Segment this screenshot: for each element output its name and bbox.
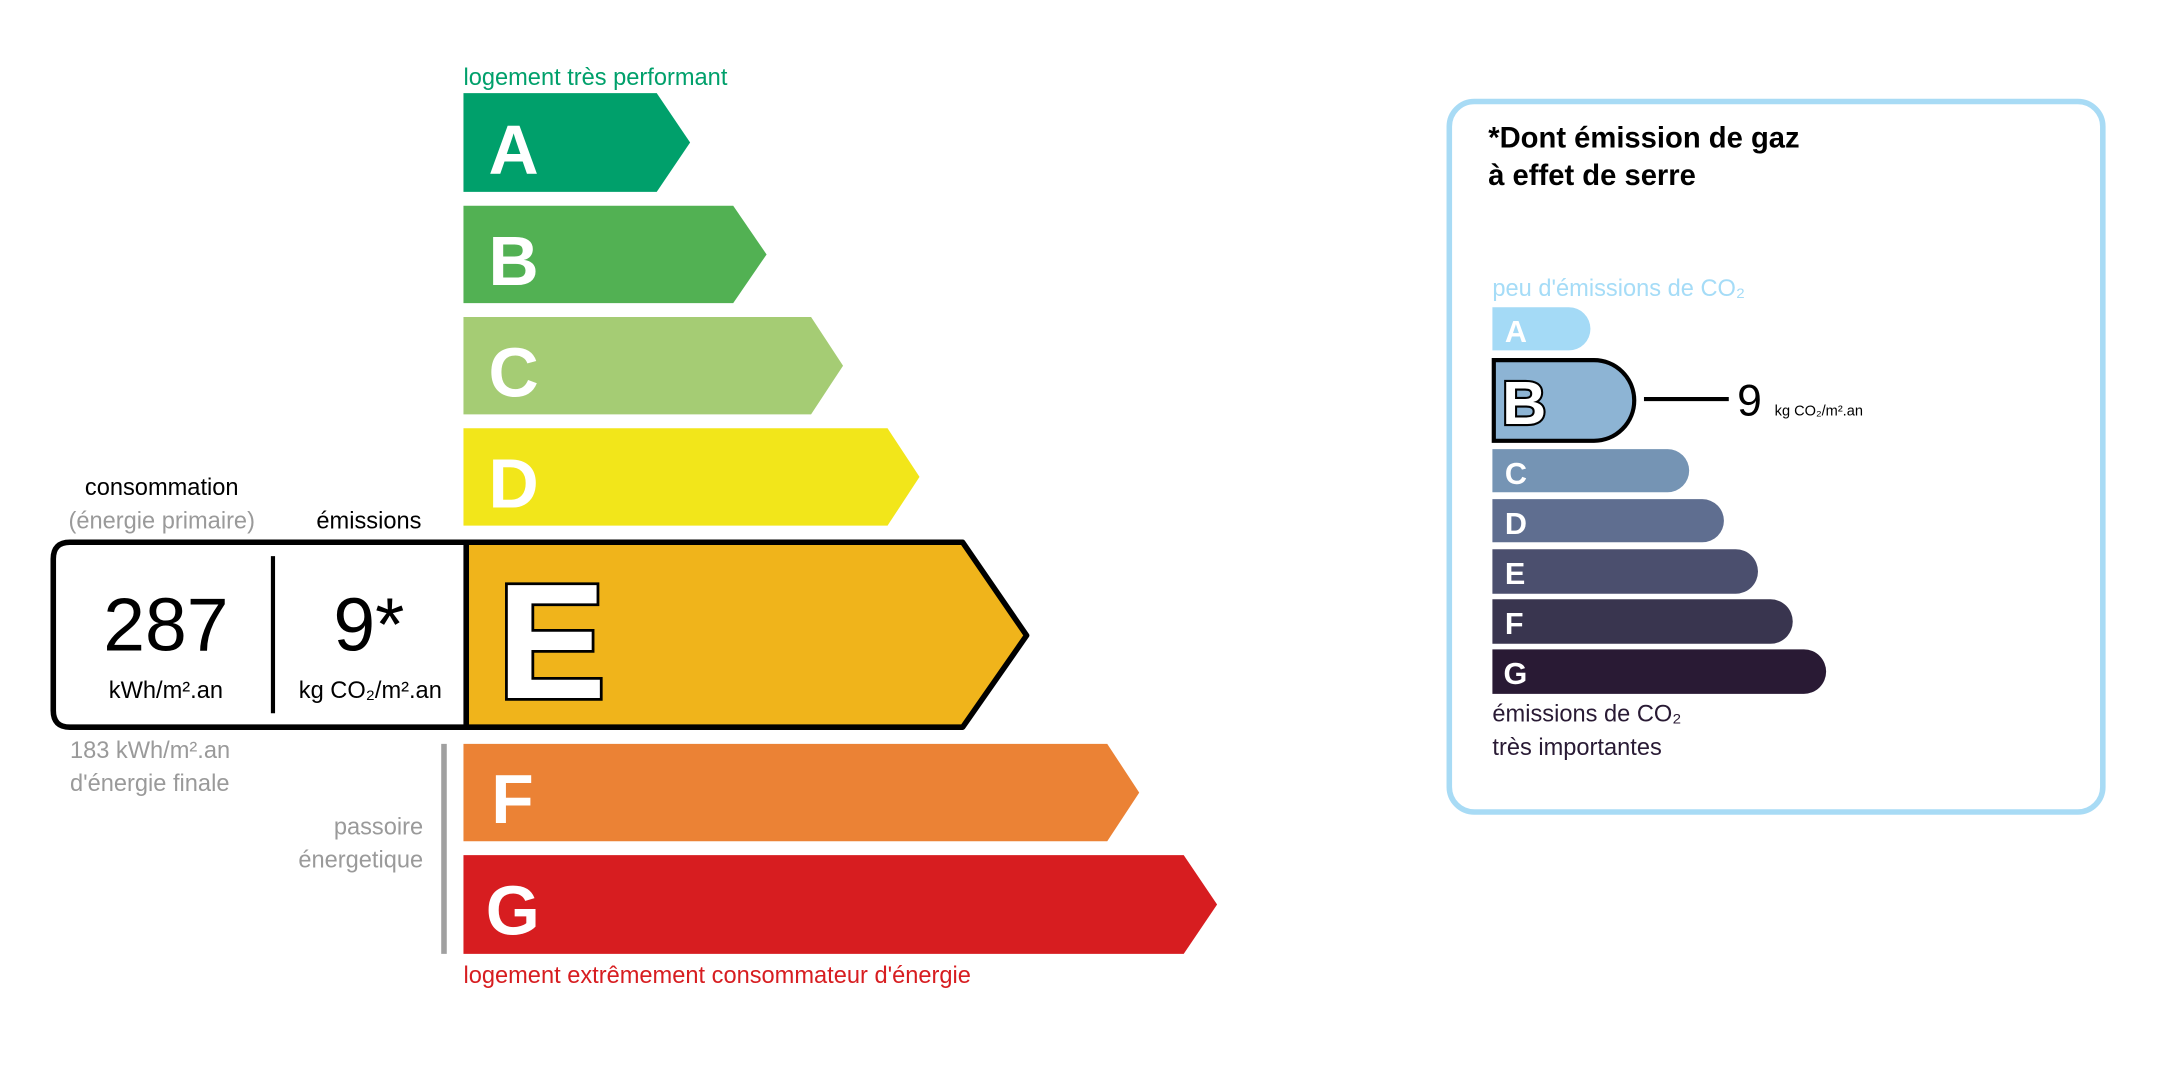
ghg-bottom-caption-line1: émissions de CO₂	[1492, 702, 1681, 728]
ghg-bar-f-letter: F	[1505, 607, 1524, 641]
class-bar-c: C	[463, 317, 844, 415]
emissions-value: 9*	[333, 583, 404, 667]
bar-f-shape	[463, 743, 1140, 842]
final-energy-line2: d'énergie finale	[70, 771, 230, 797]
class-bar-g: G	[463, 855, 1218, 954]
ghg-bar-d: D	[1492, 499, 1724, 543]
ghg-bar-g-shape	[1492, 649, 1827, 694]
final-energy-line1: 183 kWh/m².an	[70, 738, 230, 764]
bar-a-letter: A	[488, 111, 538, 189]
emissions-header: émissions	[316, 508, 421, 534]
ghg-bar-e-shape	[1492, 549, 1758, 594]
bottom-caption: logement extrêmement consommateur d'éner…	[463, 963, 970, 989]
bar-c-shape	[463, 317, 844, 415]
ghg-bar-a: A	[1492, 307, 1591, 351]
bar-e-letter: E	[497, 549, 606, 733]
ghg-bar-a-shape	[1492, 307, 1591, 351]
class-bar-b: B	[463, 205, 767, 304]
ghg-bar-a-letter: A	[1505, 315, 1527, 349]
ghg-title-line2: à effet de serre	[1488, 160, 1696, 192]
ghg-bar-c-shape	[1492, 449, 1690, 493]
passoire-line1: passoire	[334, 814, 423, 840]
ghg-unit: kg CO₂/m².an	[1775, 404, 1863, 420]
current-class-block: E 287 kWh/m².an 9* kg CO₂/m².an	[50, 539, 1030, 736]
class-bar-a: A	[463, 93, 691, 192]
ghg-bar-f: F	[1492, 599, 1793, 644]
ghg-bar-c: C	[1492, 449, 1690, 493]
consumption-subheader: (énergie primaire)	[69, 508, 255, 534]
emissions-unit: kg CO₂/m².an	[299, 678, 442, 704]
ghg-value: 9	[1737, 377, 1762, 426]
consumption-value: 287	[103, 583, 228, 667]
energy-label: logement très performant A B C D E 287 k…	[50, 65, 1218, 989]
ghg-bar-g-letter: G	[1504, 657, 1528, 691]
bar-b-letter: B	[488, 222, 538, 300]
ghg-bar-c-letter: C	[1505, 457, 1527, 491]
class-bar-f: F	[463, 743, 1140, 842]
ghg-bar-e: E	[1492, 549, 1758, 594]
bar-c-letter: C	[488, 333, 538, 411]
ghg-bar-d-shape	[1492, 499, 1724, 543]
bar-d-letter: D	[488, 445, 538, 523]
ghg-bar-e-letter: E	[1505, 557, 1525, 591]
ghg-bar-b-shape	[1491, 358, 1637, 443]
ghg-bar-b: B	[1491, 358, 1637, 443]
ghg-panel: *Dont émission de gaz à effet de serre p…	[1446, 98, 2106, 815]
consumption-header: consommation	[85, 475, 239, 501]
bar-f-letter: F	[491, 760, 533, 838]
ghg-bar-f-shape	[1492, 599, 1793, 644]
bar-a-shape	[463, 93, 691, 192]
bar-g-shape	[463, 855, 1218, 954]
bar-g-letter: G	[486, 871, 540, 949]
bar-d-shape	[463, 428, 920, 526]
top-caption: logement très performant	[463, 65, 727, 91]
ghg-top-caption: peu d'émissions de CO₂	[1492, 276, 1745, 302]
passoire-line2: énergetique	[298, 848, 423, 874]
ghg-bar-d-letter: D	[1505, 507, 1527, 541]
bar-e-shape	[463, 539, 1030, 730]
bar-b-shape	[463, 205, 767, 304]
consumption-unit: kWh/m².an	[109, 678, 223, 704]
ghg-title-line1: *Dont émission de gaz	[1488, 122, 1799, 154]
ghg-bar-b-letter: B	[1502, 369, 1546, 437]
class-bar-d: D	[463, 428, 920, 526]
value-box	[50, 539, 470, 730]
ghg-bottom-caption-line2: très importantes	[1492, 735, 1661, 761]
ghg-bar-g: G	[1492, 649, 1827, 694]
